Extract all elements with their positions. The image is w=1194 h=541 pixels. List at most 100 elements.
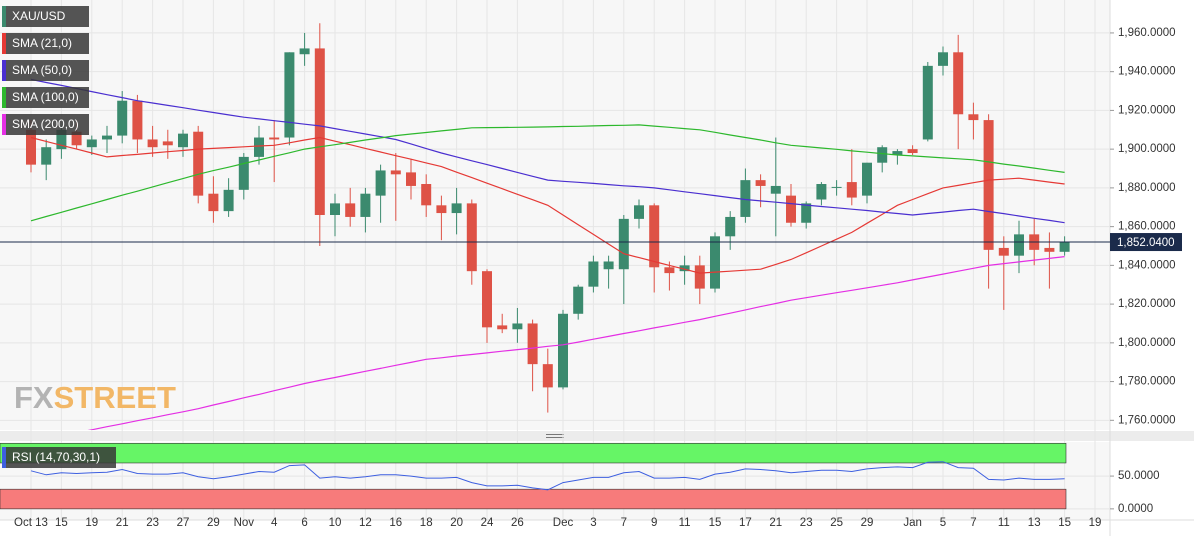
candle-body <box>466 203 477 272</box>
legend-box <box>2 87 89 108</box>
x-tick-label: 24 <box>481 517 494 529</box>
candle-body <box>892 151 903 155</box>
candle-body <box>710 236 720 289</box>
candle-body <box>968 114 979 121</box>
x-tick-label: Dec <box>553 517 574 529</box>
legend-swatch <box>2 447 6 468</box>
candle-body <box>649 205 660 268</box>
legend-box <box>2 60 89 81</box>
candle-body <box>345 203 356 217</box>
x-tick-label: 11 <box>998 517 1010 529</box>
candle-body <box>831 186 842 188</box>
candle-body <box>269 137 280 140</box>
legend-swatch <box>2 33 6 54</box>
y-tick-label: 1,760.0000 <box>1118 414 1176 426</box>
candle-body <box>1059 242 1070 252</box>
candle-body <box>846 182 857 198</box>
candle-body <box>770 185 781 194</box>
candle-body <box>725 216 736 237</box>
x-tick-label: 3 <box>590 517 596 529</box>
candle-body <box>786 195 796 223</box>
candle-body <box>755 180 766 186</box>
candle-body <box>41 147 52 165</box>
x-tick-label: 15 <box>709 517 722 529</box>
x-tick-label: 23 <box>146 517 159 529</box>
sma-line <box>30 124 1065 222</box>
candle-body <box>1044 247 1055 252</box>
candle-body <box>573 286 584 314</box>
sma-line <box>87 256 1065 430</box>
y-tick-label: 1,840.0000 <box>1118 259 1176 271</box>
rsi-line <box>30 461 1065 491</box>
candle-body <box>588 261 599 287</box>
legend-item[interactable]: SMA (200,0) <box>2 114 89 135</box>
y-tick-label: 50.0000 <box>1118 470 1160 482</box>
legend-swatch <box>2 6 6 27</box>
x-tick-label: 10 <box>329 517 342 529</box>
candle-body <box>102 135 112 140</box>
candle-body <box>451 203 462 214</box>
labels: 1,760.0000 1,780.0000 1,800.0000 1,820.0000… <box>2 6 1182 529</box>
candle-body <box>56 129 67 150</box>
legend-box <box>2 114 89 135</box>
candle-body <box>603 261 614 270</box>
candle-body <box>162 141 173 146</box>
candle-body <box>679 265 690 272</box>
x-tick-label: 25 <box>830 517 843 529</box>
x-tick-label: 29 <box>207 517 220 529</box>
sma-line <box>30 78 1065 224</box>
legend-item[interactable]: SMA (21,0) <box>2 33 89 54</box>
legend-item[interactable]: SMA (50,0) <box>2 60 89 81</box>
x-tick-label: 15 <box>1058 517 1071 529</box>
legend-box <box>2 6 89 27</box>
legend-label: SMA (200,0) <box>12 117 79 131</box>
legend-label: SMA (21,0) <box>12 36 72 50</box>
candle-body <box>71 131 82 146</box>
legend-item[interactable]: SMA (100,0) <box>2 87 89 108</box>
x-tick-label: 13 <box>1028 517 1041 529</box>
candle-body <box>542 364 553 388</box>
candle-body <box>284 52 295 138</box>
candle-body <box>421 184 432 206</box>
x-tick-label: 21 <box>116 517 129 529</box>
candle-body <box>862 162 872 196</box>
candle-body <box>801 203 812 223</box>
candle-body <box>314 48 325 215</box>
x-tick-label: 27 <box>177 517 190 529</box>
x-tick-label: 21 <box>769 517 782 529</box>
candle-body <box>375 170 386 196</box>
candle-body <box>436 205 447 214</box>
candle-body <box>390 170 401 175</box>
rsi-band <box>0 488 1067 510</box>
candle-body <box>953 52 964 115</box>
candle-body <box>86 139 97 148</box>
legend-item[interactable]: XAU/USD <box>2 6 89 27</box>
x-tick-label: Jan <box>903 517 922 529</box>
pane-marks <box>0 23 1110 430</box>
candle-body <box>1014 234 1024 256</box>
x-tick-label: 12 <box>359 517 372 529</box>
candle-body <box>497 325 508 330</box>
candle-body <box>193 131 204 196</box>
y-tick-label: 1,800.0000 <box>1118 337 1176 349</box>
x-tick-label: 5 <box>940 517 946 529</box>
y-tick-label: 1,940.0000 <box>1118 66 1176 78</box>
x-tick-label: 6 <box>301 517 307 529</box>
candle-body <box>223 189 234 212</box>
candle-body <box>406 172 416 186</box>
x-tick-label: 19 <box>85 517 98 529</box>
candle-body <box>117 100 128 136</box>
candle-body <box>299 48 310 55</box>
legend-label: SMA (100,0) <box>12 90 79 104</box>
candle-body <box>178 133 188 148</box>
pane-divider[interactable] <box>0 431 1194 441</box>
x-tick-label: 4 <box>271 517 278 529</box>
legend-item[interactable]: RSI (14,70,30,1) <box>2 447 116 468</box>
candle-body <box>816 184 827 200</box>
y-tick-label: 0.0000 <box>1118 503 1153 515</box>
watermark-part: STREET <box>54 380 176 415</box>
candle-body <box>694 265 705 289</box>
x-tick-label: Oct 13 <box>14 517 48 529</box>
candle-body <box>634 205 644 219</box>
candle-body <box>512 323 523 330</box>
